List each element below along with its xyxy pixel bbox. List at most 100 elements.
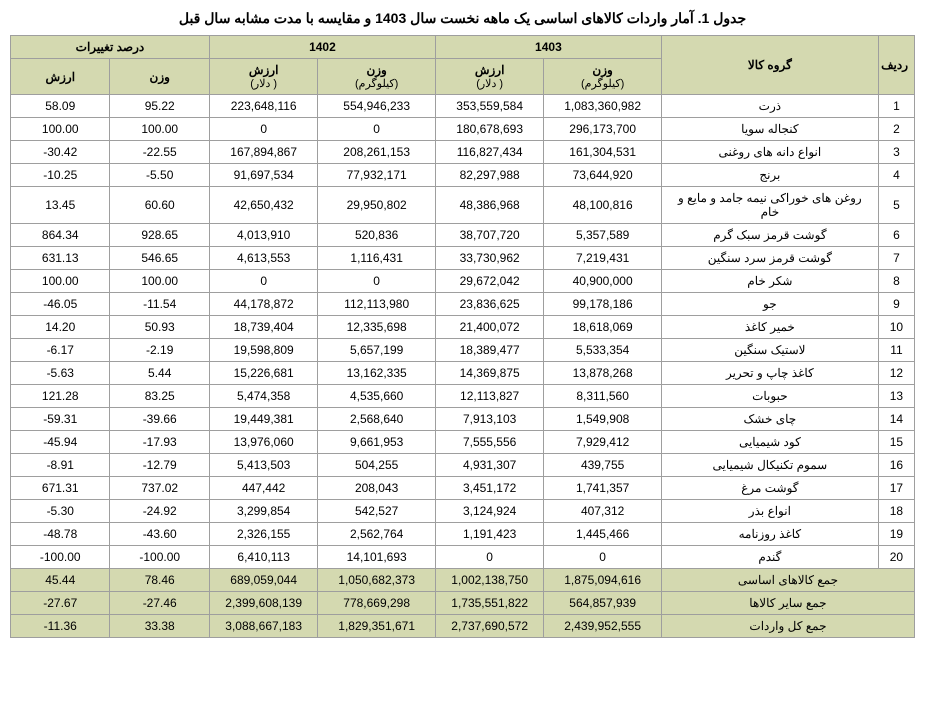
header-value-label: ارزش (216, 63, 311, 77)
cell-pv: 58.09 (11, 95, 110, 118)
header-weight-unit: (کیلوگرم) (550, 77, 655, 90)
header-value-1402: ارزش ( دلار) (209, 59, 317, 95)
cell-pw: -11.54 (110, 293, 209, 316)
cell-idx: 20 (878, 546, 914, 569)
table-row: 3انواع دانه های روغنی161,304,531116,827,… (11, 141, 915, 164)
cell-name: شکر خام (661, 270, 878, 293)
summary-row: جمع سایر کالاها564,857,9391,735,551,8227… (11, 592, 915, 615)
cell-pv: 14.20 (11, 316, 110, 339)
cell-v1403: 38,707,720 (435, 224, 543, 247)
cell-w1403: 13,878,268 (544, 362, 662, 385)
cell-w1402: 2,562,764 (318, 523, 436, 546)
cell-w1402: 77,932,171 (318, 164, 436, 187)
cell-w1403: 18,618,069 (544, 316, 662, 339)
cell-w1402: 520,836 (318, 224, 436, 247)
cell-v1402: 91,697,534 (209, 164, 317, 187)
cell-v1403: 180,678,693 (435, 118, 543, 141)
table-row: 14چای خشک1,549,9087,913,1032,568,64019,4… (11, 408, 915, 431)
cell-pw: -39.66 (110, 408, 209, 431)
cell-idx: 8 (878, 270, 914, 293)
cell-name: گندم (661, 546, 878, 569)
cell-name: برنج (661, 164, 878, 187)
cell-pv: 100.00 (11, 118, 110, 141)
table-row: 19کاغذ روزنامه1,445,4661,191,4232,562,76… (11, 523, 915, 546)
cell-pw: 737.02 (110, 477, 209, 500)
cell-v1402: 4,613,553 (209, 247, 317, 270)
cell-pw: -12.79 (110, 454, 209, 477)
cell-v1403: 1,735,551,822 (435, 592, 543, 615)
header-change-weight: وزن (110, 59, 209, 95)
cell-v1402: 44,178,872 (209, 293, 317, 316)
header-weight-1402: وزن (کیلوگرم) (318, 59, 436, 95)
imports-table: ردیف گروه کالا 1403 1402 درصد تغییرات وز… (10, 35, 915, 638)
cell-name: سموم تکنیکال شیمیایی (661, 454, 878, 477)
header-value-unit: ( دلار) (216, 77, 311, 90)
cell-w1403: 161,304,531 (544, 141, 662, 164)
cell-v1403: 353,559,584 (435, 95, 543, 118)
cell-w1403: 5,533,354 (544, 339, 662, 362)
cell-w1403: 2,439,952,555 (544, 615, 662, 638)
summary-row: جمع کالاهای اساسی1,875,094,6161,002,138,… (11, 569, 915, 592)
table-row: 13حبوبات8,311,56012,113,8274,535,6605,47… (11, 385, 915, 408)
cell-pv: 864.34 (11, 224, 110, 247)
header-value-label: ارزش (442, 63, 537, 77)
table-row: 6گوشت قرمز سبک گرم5,357,58938,707,720520… (11, 224, 915, 247)
cell-w1402: 12,335,698 (318, 316, 436, 339)
cell-name: گوشت قرمز سرد سنگین (661, 247, 878, 270)
cell-w1402: 9,661,953 (318, 431, 436, 454)
cell-pw: 95.22 (110, 95, 209, 118)
cell-v1402: 6,410,113 (209, 546, 317, 569)
cell-pv: 13.45 (11, 187, 110, 224)
cell-name: ذرت (661, 95, 878, 118)
cell-idx: 17 (878, 477, 914, 500)
cell-w1403: 7,929,412 (544, 431, 662, 454)
cell-v1402: 5,474,358 (209, 385, 317, 408)
table-row: 11لاستیک سنگین5,533,35418,389,4775,657,1… (11, 339, 915, 362)
cell-v1402: 3,088,667,183 (209, 615, 317, 638)
cell-pw: -100.00 (110, 546, 209, 569)
cell-idx: 2 (878, 118, 914, 141)
cell-v1403: 7,555,556 (435, 431, 543, 454)
cell-name: کود شیمیایی (661, 431, 878, 454)
cell-name: جو (661, 293, 878, 316)
cell-pv: -8.91 (11, 454, 110, 477)
cell-name: گوشت قرمز سبک گرم (661, 224, 878, 247)
header-1403: 1403 (435, 36, 661, 59)
cell-v1403: 1,191,423 (435, 523, 543, 546)
cell-name: کاغذ چاپ و تحریر (661, 362, 878, 385)
table-row: 8شکر خام40,900,00029,672,04200100.00100.… (11, 270, 915, 293)
cell-w1403: 0 (544, 546, 662, 569)
cell-w1402: 504,255 (318, 454, 436, 477)
cell-w1403: 8,311,560 (544, 385, 662, 408)
cell-idx: 16 (878, 454, 914, 477)
cell-idx: 14 (878, 408, 914, 431)
cell-w1402: 1,050,682,373 (318, 569, 436, 592)
cell-v1402: 4,013,910 (209, 224, 317, 247)
table-row: 2کنجاله سویا296,173,700180,678,69300100.… (11, 118, 915, 141)
cell-v1402: 447,442 (209, 477, 317, 500)
cell-w1403: 1,083,360,982 (544, 95, 662, 118)
cell-w1403: 296,173,700 (544, 118, 662, 141)
table-row: 12کاغذ چاپ و تحریر13,878,26814,369,87513… (11, 362, 915, 385)
cell-v1403: 3,124,924 (435, 500, 543, 523)
cell-w1402: 14,101,693 (318, 546, 436, 569)
cell-w1403: 5,357,589 (544, 224, 662, 247)
cell-w1402: 0 (318, 118, 436, 141)
cell-v1402: 15,226,681 (209, 362, 317, 385)
cell-w1403: 439,755 (544, 454, 662, 477)
cell-pw: -27.46 (110, 592, 209, 615)
cell-v1402: 19,598,809 (209, 339, 317, 362)
cell-v1403: 48,386,968 (435, 187, 543, 224)
cell-name: انواع بذر (661, 500, 878, 523)
cell-idx: 3 (878, 141, 914, 164)
cell-pw: -5.50 (110, 164, 209, 187)
cell-pv: 631.13 (11, 247, 110, 270)
cell-idx: 4 (878, 164, 914, 187)
cell-w1402: 112,113,980 (318, 293, 436, 316)
cell-w1403: 1,741,357 (544, 477, 662, 500)
header-product: گروه کالا (661, 36, 878, 95)
cell-w1403: 7,219,431 (544, 247, 662, 270)
header-change-value: ارزش (11, 59, 110, 95)
cell-pv: -5.30 (11, 500, 110, 523)
cell-pw: -43.60 (110, 523, 209, 546)
